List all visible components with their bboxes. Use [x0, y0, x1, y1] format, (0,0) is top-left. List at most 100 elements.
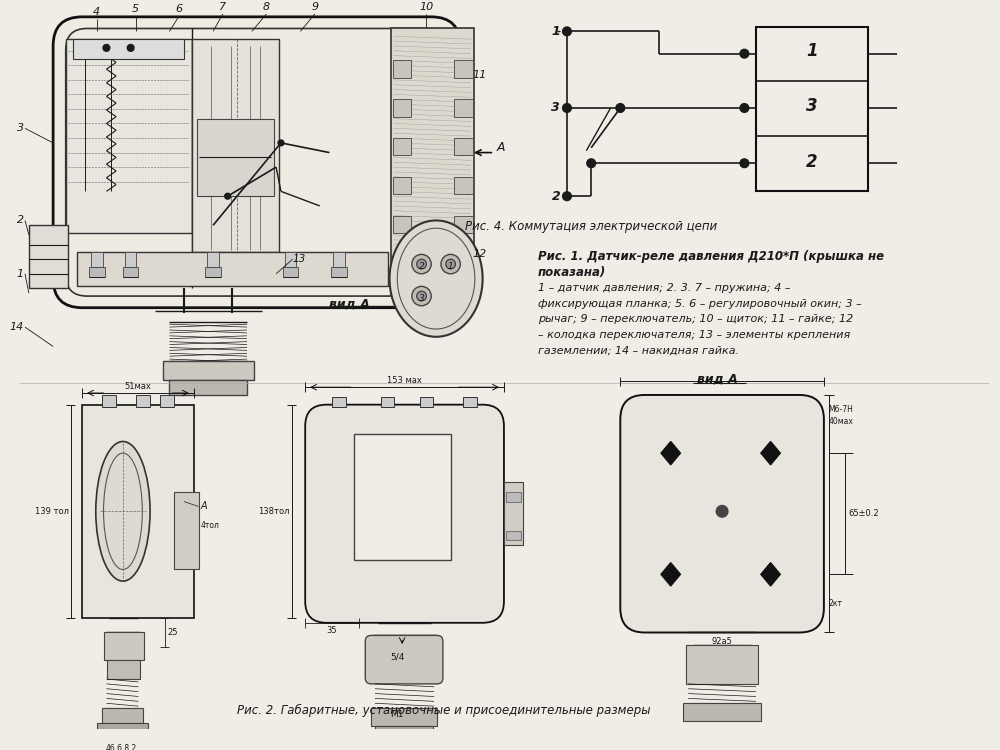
- Text: 1: 1: [17, 268, 24, 279]
- Circle shape: [740, 104, 749, 112]
- Bar: [97, 723, 148, 734]
- Text: 6: 6: [176, 4, 183, 14]
- Bar: [82, 405, 194, 618]
- Text: 5/4: 5/4: [390, 652, 404, 662]
- Bar: [332, 397, 346, 406]
- Text: 7: 7: [219, 2, 226, 12]
- Bar: [506, 492, 521, 502]
- Bar: [686, 645, 758, 684]
- Text: 12: 12: [473, 250, 487, 259]
- Text: 3: 3: [419, 295, 424, 304]
- Text: 153 мах: 153 мах: [387, 376, 422, 386]
- Text: 14: 14: [10, 322, 24, 332]
- Text: 1: 1: [448, 262, 454, 272]
- Bar: [29, 225, 68, 288]
- Bar: [89, 267, 105, 277]
- Bar: [174, 492, 199, 569]
- Text: М1: М1: [391, 710, 404, 719]
- Circle shape: [616, 104, 625, 112]
- Bar: [454, 177, 473, 194]
- Bar: [506, 531, 521, 541]
- Bar: [756, 26, 868, 191]
- Text: Рис. 4. Коммутация электрической цепи: Рис. 4. Коммутация электрической цепи: [465, 220, 717, 233]
- Ellipse shape: [412, 254, 431, 274]
- Text: 2: 2: [17, 215, 24, 226]
- FancyBboxPatch shape: [305, 405, 504, 622]
- Circle shape: [103, 44, 110, 51]
- FancyBboxPatch shape: [53, 16, 460, 307]
- Text: A: A: [496, 141, 505, 154]
- Text: 1 – датчик давления; 2. 3. 7 – пружина; 4 –: 1 – датчик давления; 2. 3. 7 – пружина; …: [538, 284, 790, 293]
- Bar: [454, 99, 473, 117]
- Bar: [160, 395, 174, 406]
- Ellipse shape: [96, 442, 150, 581]
- Text: фиксирующая планка; 5. 6 – регулировочный окин; 3 –: фиксирующая планка; 5. 6 – регулировочны…: [538, 299, 862, 309]
- Text: 5: 5: [132, 4, 139, 14]
- Text: 40мах: 40мах: [829, 417, 854, 426]
- Bar: [393, 177, 411, 194]
- Text: 35: 35: [326, 626, 337, 634]
- Text: 138тол: 138тол: [258, 507, 290, 516]
- Bar: [381, 397, 394, 406]
- Circle shape: [225, 194, 231, 199]
- Ellipse shape: [441, 254, 460, 274]
- Bar: [504, 482, 523, 545]
- Text: М6-7Н: М6-7Н: [829, 405, 854, 414]
- Text: A: A: [200, 502, 207, 512]
- Text: Рис. 1. Датчик-реле давления Д210*П (крышка не: Рис. 1. Датчик-реле давления Д210*П (кры…: [538, 250, 884, 262]
- FancyBboxPatch shape: [365, 635, 443, 684]
- Circle shape: [716, 506, 728, 517]
- Text: 3: 3: [551, 101, 560, 115]
- Text: 46.6.8.2: 46.6.8.2: [105, 744, 137, 750]
- Text: газемлении; 14 – накидная гайка.: газемлении; 14 – накидная гайка.: [538, 346, 739, 355]
- Bar: [463, 397, 477, 406]
- Ellipse shape: [412, 286, 431, 306]
- Text: 8: 8: [263, 2, 270, 12]
- Bar: [391, 28, 474, 295]
- Bar: [102, 395, 116, 406]
- Bar: [285, 253, 296, 267]
- Bar: [354, 433, 451, 560]
- Bar: [393, 138, 411, 155]
- Text: 11: 11: [473, 70, 487, 80]
- Text: 10: 10: [419, 2, 434, 12]
- Bar: [125, 253, 136, 267]
- Text: 9: 9: [311, 2, 318, 12]
- Polygon shape: [761, 562, 780, 586]
- Polygon shape: [661, 562, 680, 586]
- Circle shape: [127, 44, 134, 51]
- Bar: [393, 61, 411, 78]
- Bar: [371, 708, 437, 725]
- FancyBboxPatch shape: [620, 395, 824, 632]
- Bar: [73, 39, 184, 58]
- Circle shape: [278, 140, 284, 146]
- Text: 3: 3: [806, 97, 818, 115]
- Text: Рис. 2. Габаритные, установочные и присоединительные размеры: Рис. 2. Габаритные, установочные и присо…: [237, 704, 651, 717]
- Ellipse shape: [446, 260, 455, 269]
- Circle shape: [740, 159, 749, 167]
- Bar: [333, 253, 345, 267]
- Bar: [107, 660, 140, 679]
- Bar: [454, 138, 473, 155]
- Text: 25: 25: [168, 628, 178, 637]
- Text: 13: 13: [293, 254, 306, 264]
- Text: 65±0.2: 65±0.2: [848, 509, 879, 518]
- Bar: [192, 39, 279, 253]
- Bar: [136, 395, 150, 406]
- Bar: [163, 361, 254, 380]
- Bar: [454, 61, 473, 78]
- Bar: [205, 267, 221, 277]
- Text: 92а5: 92а5: [712, 638, 733, 646]
- Text: 1: 1: [551, 25, 560, 38]
- Circle shape: [563, 192, 571, 200]
- Polygon shape: [661, 442, 680, 465]
- Bar: [197, 118, 274, 196]
- Text: показана): показана): [538, 266, 606, 279]
- Text: рычаг; 9 – переключатель; 10 – щиток; 11 – гайке; 12: рычаг; 9 – переключатель; 10 – щиток; 11…: [538, 314, 853, 325]
- Text: – колодка переключателя; 13 – элементы крепления: – колодка переключателя; 13 – элементы к…: [538, 330, 850, 340]
- Text: 1: 1: [806, 42, 818, 60]
- Text: 2: 2: [806, 153, 818, 171]
- Text: вид A: вид A: [697, 372, 738, 386]
- Bar: [331, 267, 347, 277]
- Bar: [375, 725, 433, 740]
